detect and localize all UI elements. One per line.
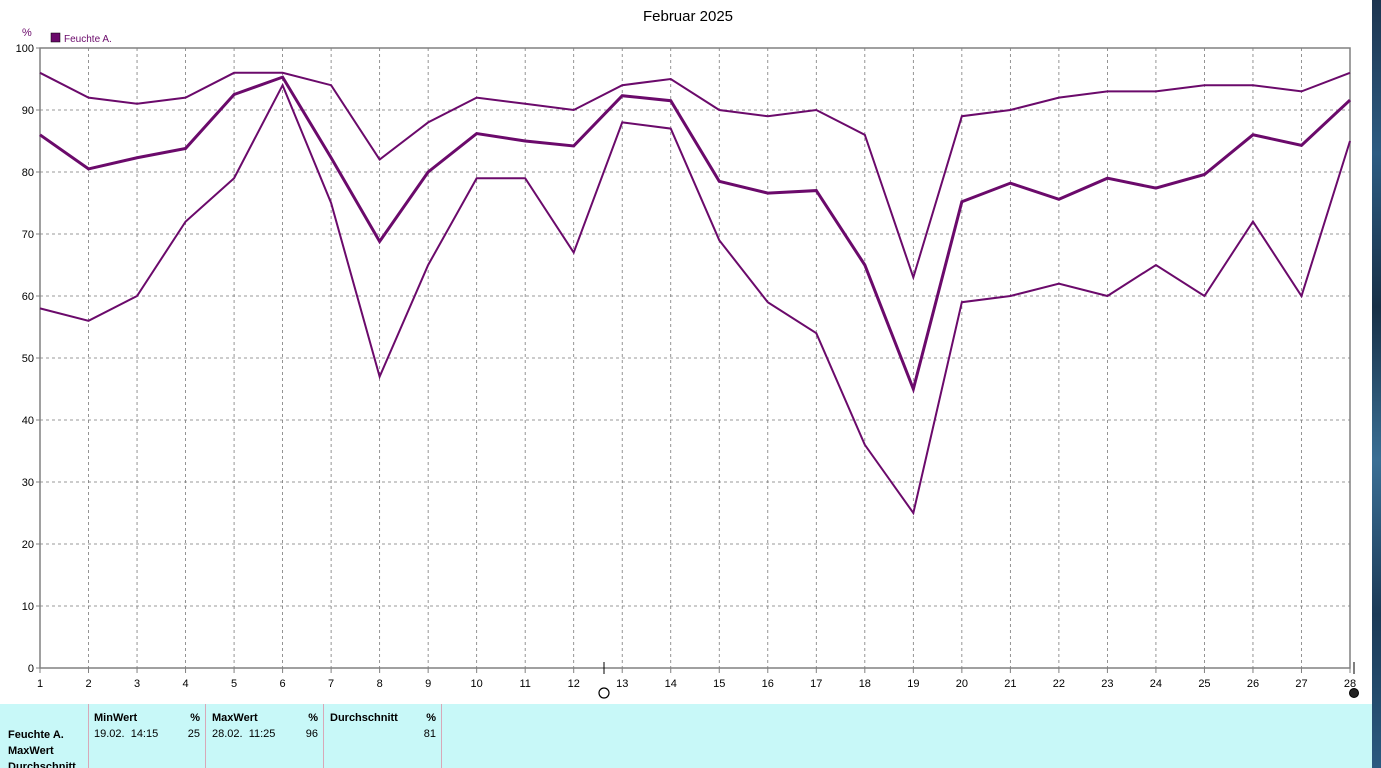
- max-time: 28.02. 11:25: [212, 728, 276, 740]
- max-value: 96: [305, 728, 318, 740]
- series-lines: [39, 71, 1352, 516]
- series-line-0: [39, 75, 1352, 394]
- x-tick-label: 14: [665, 678, 677, 690]
- x-tick-label: 28: [1344, 678, 1356, 690]
- series-line-2: [39, 82, 1351, 516]
- x-tick-label: 7: [328, 678, 334, 690]
- y-tick-label: 40: [22, 415, 34, 427]
- x-tick-label: 10: [471, 678, 483, 690]
- x-tick-label: 22: [1053, 678, 1065, 690]
- y-tick-label: 10: [22, 601, 34, 613]
- y-tick-label: 80: [22, 167, 34, 179]
- x-tick-label: 16: [762, 678, 774, 690]
- x-tick-label: 18: [859, 678, 871, 690]
- stats-col-end: [441, 704, 443, 768]
- min-time: 19.02. 14:15: [94, 728, 159, 740]
- y-tick-label: 50: [22, 353, 34, 365]
- max-header: MaxWert: [212, 712, 258, 724]
- y-tick-label: 30: [22, 477, 34, 489]
- x-tick-label: 26: [1247, 678, 1259, 690]
- x-tick-label: 21: [1004, 678, 1016, 690]
- scroll-marker-right[interactable]: [1349, 688, 1359, 698]
- chart-title: Februar 2025: [643, 8, 733, 25]
- y-tick-label: 60: [22, 291, 34, 303]
- x-tick-label: 2: [85, 678, 91, 690]
- x-tick-label: 13: [616, 678, 628, 690]
- y-tick-label: 100: [16, 43, 34, 55]
- min-header: MinWert: [94, 712, 138, 724]
- row-label-feuchte: Feuchte A.: [8, 729, 64, 741]
- x-tick-label: 24: [1150, 678, 1162, 690]
- x-tick-label: 27: [1295, 678, 1307, 690]
- x-tick-label: 6: [280, 678, 286, 690]
- x-tick-label: 19: [907, 678, 919, 690]
- row-label-maxwert: MaxWert: [8, 745, 54, 757]
- stats-col-min: MinWert % 19.02. 14:15 25: [88, 704, 206, 768]
- y-tick-label: 90: [22, 105, 34, 117]
- stats-col-avg: Durchschnitt % 81: [323, 704, 442, 768]
- x-tick-label: 3: [134, 678, 140, 690]
- grid: [40, 48, 1350, 668]
- avg-header: Durchschnitt: [330, 712, 398, 724]
- scroll-marker-left[interactable]: [598, 687, 610, 699]
- min-unit: %: [190, 712, 200, 724]
- avg-unit: %: [426, 712, 436, 724]
- y-tick-label: 0: [28, 663, 34, 675]
- x-tick-label: 23: [1101, 678, 1113, 690]
- legend-swatch: [50, 32, 61, 43]
- x-tick-label: 1: [37, 678, 43, 690]
- x-tick-label: 12: [568, 678, 580, 690]
- max-unit: %: [308, 712, 318, 724]
- y-tick-label: 70: [22, 229, 34, 241]
- x-tick-label: 9: [425, 678, 431, 690]
- y-tick-label: 20: [22, 539, 34, 551]
- x-tick-label: 11: [519, 678, 530, 690]
- avg-value: 81: [423, 728, 436, 740]
- statistics-panel: Feuchte A. MaxWert Durchschnitt MinWert …: [0, 704, 1372, 768]
- desktop-background-strip: [1372, 0, 1381, 768]
- x-tick-label: 8: [377, 678, 383, 690]
- x-tick-label: 15: [713, 678, 725, 690]
- row-label-durchschnitt: Durchschnitt: [8, 761, 76, 768]
- x-tick-label: 4: [182, 678, 188, 690]
- x-tick-label: 5: [231, 678, 237, 690]
- humidity-chart: Februar 2025 % Feuchte A. 0 10 20 30 40 50 60 7…: [16, 8, 1359, 699]
- x-tick-label: 25: [1198, 678, 1210, 690]
- series-line-1: [39, 71, 1351, 281]
- x-tick-label: 17: [810, 678, 822, 690]
- stats-col-max: MaxWert % 28.02. 11:25 96: [205, 704, 324, 768]
- legend-label: Feuchte A.: [64, 34, 112, 45]
- x-tick-label: 20: [956, 678, 968, 690]
- min-value: 25: [187, 728, 200, 740]
- y-axis-unit: %: [22, 27, 32, 39]
- stats-row-labels: Feuchte A. MaxWert Durchschnitt: [8, 727, 76, 768]
